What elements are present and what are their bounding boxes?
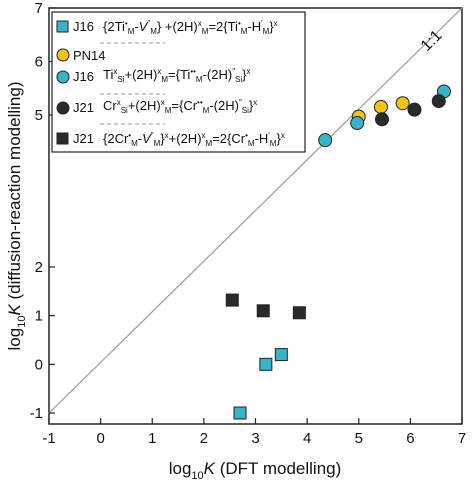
one-to-one-line [48,7,463,414]
legend-tag: J21 [73,100,94,115]
legend-marker-j21-circle [56,101,70,115]
legend-marker-pn14 [56,48,70,62]
data-point-series-4 [292,306,306,320]
data-point-series-4 [225,293,239,307]
legend-tag: J16 [73,19,94,34]
y-tick-label: 2 [35,259,43,276]
data-point-series-3 [407,102,422,117]
y-tick-label: 1 [35,308,43,325]
legend-tag: J16 [73,69,94,84]
y-tick-label: 6 [35,54,43,71]
x-tick-label: 0 [96,430,104,447]
x-tick-label: 5 [355,430,363,447]
y-tick-label: -1 [30,405,43,422]
x-tick-label: -1 [42,430,55,447]
legend-equation: CrxSi+(2H)xM={Cr••M-(2H)″Si}x [103,98,257,115]
data-point-series-0 [274,348,288,362]
data-point-series-0 [259,357,273,371]
legend-marker-j21-square [56,132,69,145]
data-point-series-2 [318,133,333,148]
y-tick-label: 0 [35,356,43,373]
y-tick-label: 5 [35,107,43,124]
x-tick-label: 7 [458,430,466,447]
x-axis-title: log10K (DFT modelling) [169,459,342,482]
x-tick-label: 3 [251,430,259,447]
x-tick-label: 1 [148,430,156,447]
legend-tag: PN14 [73,48,106,63]
one-to-one-label: 1:1 [418,27,446,55]
data-point-series-1 [373,99,388,114]
data-point-series-0 [233,406,247,420]
legend-tag: J21 [73,131,94,146]
legend-equation: TixSi+(2H)xM={Ti••M-(2H)″Si}x [103,67,251,84]
x-tick-label: 6 [406,430,414,447]
data-point-series-1 [395,96,410,111]
x-tick-label: 2 [200,430,208,447]
y-axis-ticks: -1 0 1 2 5 6 7 [30,0,55,422]
data-point-series-3 [374,112,389,127]
legend-marker-j16-circle [56,70,70,84]
data-point-series-2 [350,116,365,131]
x-tick-label: 4 [303,430,311,447]
data-points [225,84,451,420]
legend-box [51,11,306,153]
legend-equation: {2Ti•M-V″M} +(2H)xM=2{Ti•M-H′M}x [103,19,278,36]
legend-equation: {2Cr•M-V″M}x+(2H)xM=2{Cr•M-H′M}x [103,131,285,148]
y-tick-label: 7 [35,0,43,17]
y-axis-title: log10K (diffusion-reaction modelling) [5,82,28,351]
data-point-series-4 [256,304,270,318]
data-point-series-3 [431,94,446,109]
legend: J16 {2Ti•M-V″M} +(2H)xM=2{Ti•M-H′M}x PN1… [51,11,306,153]
x-axis-ticks: -1 0 1 2 3 4 5 6 7 [42,418,466,447]
legend-marker-j16-square [56,20,69,33]
